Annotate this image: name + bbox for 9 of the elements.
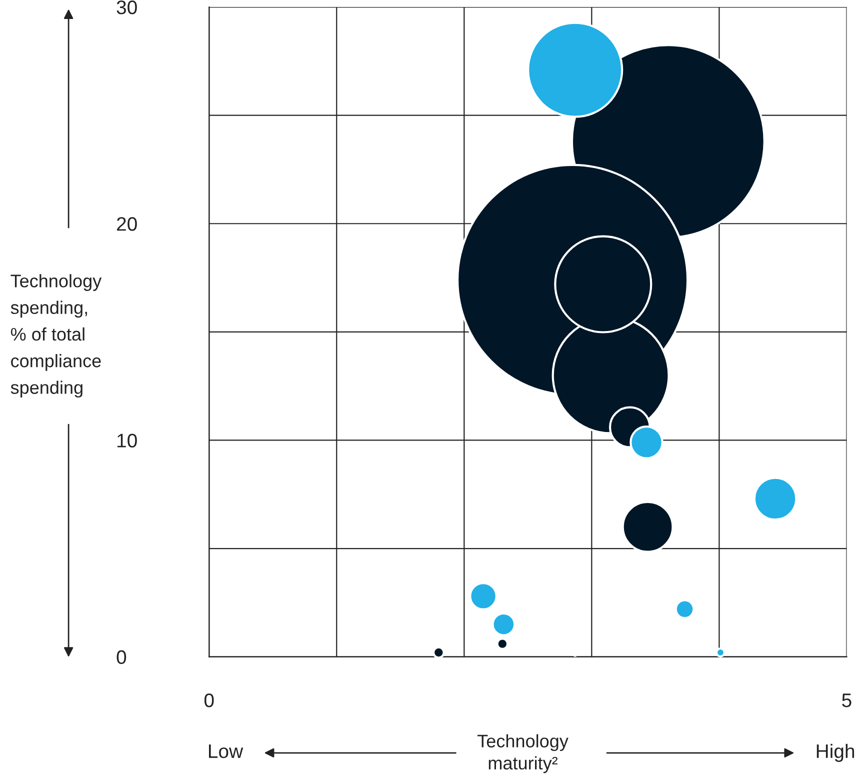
x-tick-label: 5 bbox=[842, 694, 852, 708]
x-axis-title: Technology maturity² bbox=[478, 734, 568, 774]
text: Low bbox=[208, 744, 244, 758]
y-tick-label: 10 bbox=[118, 434, 137, 448]
y-tick-label: 0 bbox=[116, 650, 126, 664]
text: High bbox=[816, 744, 854, 762]
y-tick-label: 30 bbox=[116, 0, 137, 14]
y-tick-label: 20 bbox=[117, 217, 137, 231]
y-axis-title: Technology spending, % of total compliance spending bbox=[10, 274, 102, 398]
